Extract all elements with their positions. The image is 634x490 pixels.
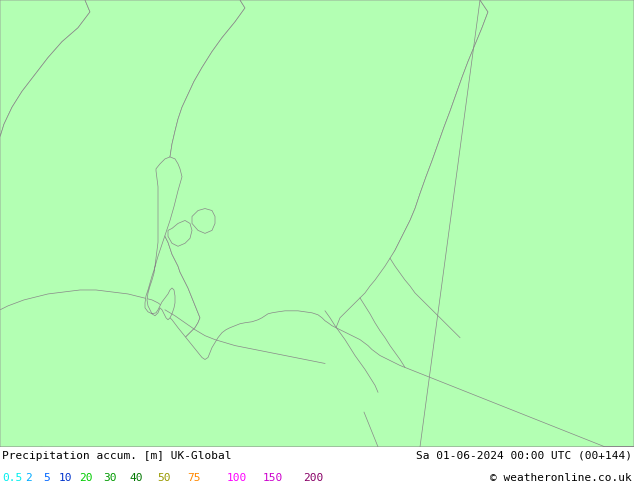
Polygon shape	[192, 209, 215, 233]
Polygon shape	[168, 220, 192, 246]
Text: 75: 75	[187, 473, 200, 483]
Text: Sa 01-06-2024 00:00 UTC (00+144): Sa 01-06-2024 00:00 UTC (00+144)	[416, 451, 632, 461]
Polygon shape	[145, 157, 182, 320]
Text: 5: 5	[43, 473, 50, 483]
Text: 100: 100	[226, 473, 247, 483]
Text: 150: 150	[263, 473, 283, 483]
Text: 200: 200	[303, 473, 323, 483]
Text: Precipitation accum. [m] UK-Global: Precipitation accum. [m] UK-Global	[2, 451, 231, 461]
Text: 50: 50	[157, 473, 171, 483]
Text: 40: 40	[129, 473, 143, 483]
Polygon shape	[0, 290, 634, 447]
Polygon shape	[0, 0, 90, 137]
Text: 30: 30	[103, 473, 117, 483]
Text: 10: 10	[58, 473, 72, 483]
Text: 20: 20	[79, 473, 93, 483]
Polygon shape	[40, 0, 488, 447]
Polygon shape	[0, 0, 245, 447]
Polygon shape	[335, 0, 634, 447]
Text: 0.5: 0.5	[3, 473, 23, 483]
Text: 2: 2	[25, 473, 32, 483]
Text: © weatheronline.co.uk: © weatheronline.co.uk	[490, 473, 632, 483]
